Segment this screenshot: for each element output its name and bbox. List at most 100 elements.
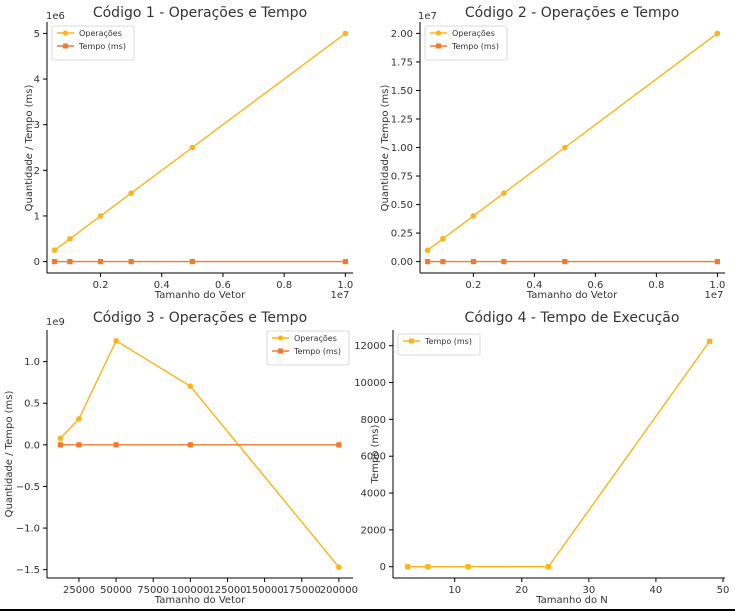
y-tick-label: 0 <box>380 562 386 573</box>
data-point <box>76 442 82 448</box>
x-axis-label: Tamanho do Vetor <box>154 595 246 606</box>
legend-marker <box>435 30 442 36</box>
data-point <box>51 247 58 253</box>
x-axis-label: Tamanho do Vetor <box>154 290 246 301</box>
y-tick-label: 1 <box>34 211 40 222</box>
data-point <box>76 416 82 422</box>
chart-title: Código 1 - Operações e Tempo <box>93 5 307 21</box>
data-point <box>465 564 471 570</box>
data-point <box>52 258 58 265</box>
y-tick-label: 0.5 <box>24 399 40 410</box>
y-tick-label: 12000 <box>354 341 386 352</box>
data-point <box>501 258 507 265</box>
y-tick-label: 4 <box>34 75 40 86</box>
x-tick-label: 125000 <box>208 585 246 596</box>
x-tick-label: 0.2 <box>93 280 109 291</box>
x-tick-label: 100000 <box>171 585 209 596</box>
data-point <box>405 564 411 570</box>
x-tick-label: 25000 <box>63 585 95 596</box>
y-tick-label: 0.0 <box>24 440 40 451</box>
y-tick-label: 0 <box>34 257 40 268</box>
y-tick-label: 8000 <box>361 415 386 426</box>
data-point <box>342 258 348 265</box>
legend-marker <box>277 335 284 341</box>
y-tick-label: 4000 <box>361 489 386 500</box>
legend-label: Tempo (ms) <box>451 42 499 51</box>
data-point <box>187 442 193 448</box>
chart-panel-4: Código 4 - Tempo de Execução 10 20 30 40 50 0 2… <box>354 310 729 606</box>
data-point <box>113 442 119 448</box>
x-tick-label: 0.6 <box>587 280 603 291</box>
y-axis-label: Tempo (ms) <box>370 425 381 485</box>
x-axis-label: Tamanho do Vetor <box>526 290 618 301</box>
data-point <box>714 30 721 37</box>
data-point <box>189 144 196 151</box>
data-point <box>128 190 134 196</box>
data-point <box>187 383 194 389</box>
x-tick-label: 0.8 <box>276 280 292 291</box>
x-offset-label: 1e7 <box>331 290 350 301</box>
bottom-rule <box>0 609 735 611</box>
chart-title: Código 3 - Operações e Tempo <box>93 310 307 326</box>
x-tick-label: 200000 <box>320 585 358 596</box>
data-point <box>97 258 104 265</box>
legend-box <box>51 25 135 61</box>
x-tick-label: 0.4 <box>154 280 170 291</box>
x-tick-label: 75000 <box>137 585 169 596</box>
data-point <box>714 258 720 265</box>
y-tick-label: 2000 <box>361 525 386 536</box>
y-tick-label: 1.75 <box>391 57 413 68</box>
x-tick-label: 175000 <box>283 585 321 596</box>
y-tick-label: 3 <box>34 120 40 131</box>
data-point <box>424 247 431 253</box>
x-tick-label: 0.8 <box>648 280 664 291</box>
x-tick-label: 0.2 <box>465 280 481 291</box>
x-tick-label: 50 <box>717 585 730 596</box>
legend-label: Tempo (ms) <box>78 42 126 51</box>
legend: Tempo (ms) <box>397 333 481 356</box>
legend-box <box>424 25 508 61</box>
y-tick-label: 2.00 <box>391 29 413 40</box>
legend-marker <box>278 348 283 354</box>
y-tick-label: −1.0 <box>16 524 40 535</box>
data-point <box>440 235 446 242</box>
y-tick-label: 0.75 <box>391 172 413 183</box>
data-point <box>97 213 104 219</box>
data-point <box>336 564 342 570</box>
x-tick-label: 0.6 <box>215 280 231 291</box>
data-point <box>342 30 349 37</box>
data-point <box>706 338 713 344</box>
y-tick-label: 1.25 <box>391 114 413 125</box>
legend-label: Operações <box>294 334 337 343</box>
chart-panel-2: Código 2 - Operações e Tempo 0.2 0.4 0.6 0.8… <box>380 5 725 301</box>
x-tick-label: 1.0 <box>337 280 353 291</box>
data-point <box>128 258 134 265</box>
data-point <box>546 563 552 570</box>
legend-marker <box>63 43 68 49</box>
y-axis-label: Quantidade / Tempo (ms) <box>4 391 15 518</box>
data-point <box>336 442 342 448</box>
legend-box <box>266 330 350 366</box>
y-tick-label: 0.50 <box>391 200 413 211</box>
x-tick-label: 10 <box>448 585 461 596</box>
x-tick-label: 30 <box>582 585 595 596</box>
data-point <box>57 435 64 442</box>
legend: Operações Tempo (ms) <box>424 25 508 61</box>
data-point <box>562 144 568 151</box>
chart-title: Código 2 - Operações e Tempo <box>465 5 679 21</box>
series-line <box>59 339 340 568</box>
y-offset-label: 1e7 <box>418 11 437 22</box>
y-axis-label: Quantidade / Tempo (ms) <box>380 85 391 212</box>
legend-label: Tempo (ms) <box>293 347 341 356</box>
y-tick-label: 1.50 <box>391 86 413 97</box>
y-offset-label: 1e9 <box>46 317 65 328</box>
data-point <box>440 258 446 265</box>
x-axis-label: Tamanho do N <box>535 595 608 606</box>
data-point <box>57 442 63 448</box>
series-line <box>54 32 346 251</box>
y-tick-label: 1.0 <box>24 357 40 368</box>
data-point <box>470 213 477 219</box>
y-tick-label: 6000 <box>361 452 386 463</box>
legend-label: Operações <box>452 29 495 38</box>
